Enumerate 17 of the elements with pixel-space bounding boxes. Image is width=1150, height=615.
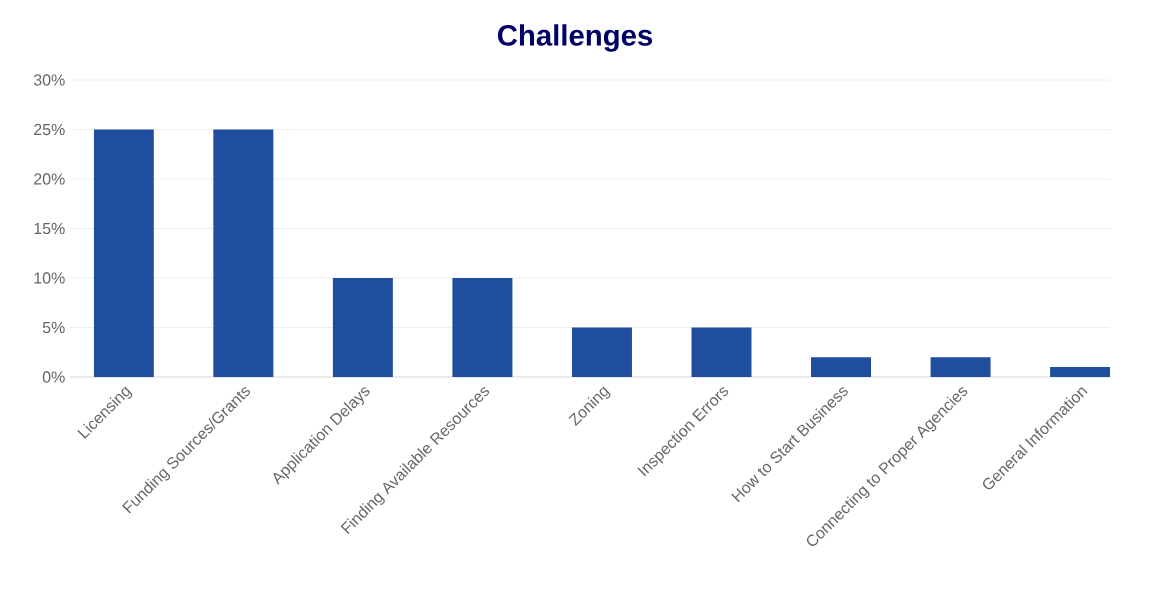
bar: [93, 129, 154, 377]
bar: [1050, 367, 1110, 377]
bar: [332, 278, 393, 377]
bar: [213, 129, 274, 377]
bar: [930, 357, 991, 377]
chart-title: Challenges: [497, 24, 653, 52]
y-tick-label: 0%: [42, 371, 65, 383]
y-tick-label: 30%: [33, 74, 65, 86]
y-tick-label: 10%: [34, 272, 65, 284]
y-tick-label: 15%: [34, 222, 65, 235]
bar: [452, 278, 513, 377]
y-tick-label: 25%: [34, 123, 65, 136]
y-tick-label: 20%: [34, 173, 65, 185]
bar: [811, 357, 872, 377]
bar: [571, 327, 632, 377]
bar: [691, 327, 752, 377]
y-tick-label: 5%: [42, 321, 65, 334]
